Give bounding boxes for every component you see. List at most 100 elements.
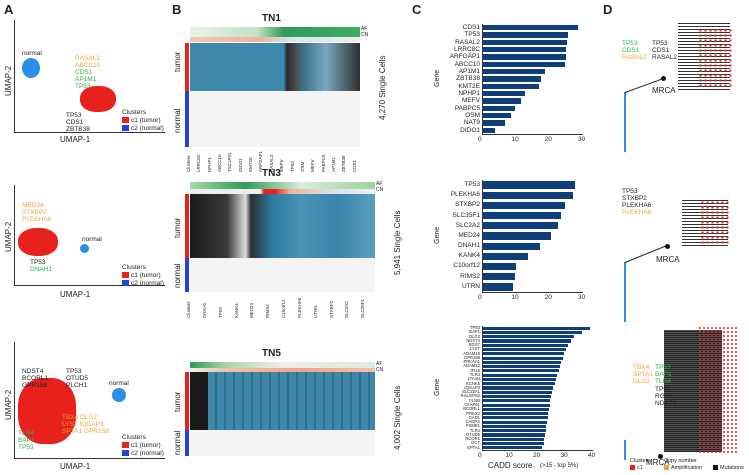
bar-category-label: PREX2 [466,410,480,416]
bar-category-label: DLG2 [469,333,480,339]
gene-label: BAP1 [18,437,35,445]
mrca-label: MRCA [656,255,680,264]
bar-category-label: LRRC8C [453,46,480,53]
root-stem [624,440,626,460]
root-stem [624,92,626,152]
normal-label: normal [173,263,182,288]
panel-b-letter: B [172,2,182,17]
bar-xtick: 0 [478,452,482,459]
panel-d-letter: D [603,2,613,17]
c1-swatch [630,465,635,471]
heatmap-gene-label: STXBP2 [328,300,334,318]
legend-c1: c1 (tumor) [131,272,161,279]
mrca-node [665,244,670,249]
heatmap-tumor-block [190,43,360,91]
normal-label: normal [82,236,102,243]
tree-tips [698,326,738,454]
bar [483,377,556,381]
bar-category-label: SLC35F1 [452,211,480,219]
gene-label: BCORL1 [22,375,49,383]
gene-label: GPR158 [22,382,47,390]
cluster-bar-tumor [185,194,189,258]
legend-c1: c1 (tumor) [131,442,161,449]
bar-category-label: CADPS [465,419,480,425]
gene-label: OTUD5 [66,375,89,383]
bar [483,382,555,386]
c1-swatch [122,442,129,449]
bar [483,420,547,424]
bar-xtick: 40 [588,452,596,459]
bar-category-label: DNAH1 [457,242,480,250]
normal-cluster [80,244,89,253]
tree-gene: RASAL2 [652,54,677,62]
bar-category-label: GPR158 [463,354,480,360]
heatmap-normal-block [190,430,375,456]
gene-label: AP1M1 [75,76,97,84]
bar-category-label: TLR4 [469,372,480,378]
bar [483,120,505,126]
bar [483,369,559,373]
heatmap-annotation-bar [190,362,375,368]
bar [483,437,545,441]
bar-category-label: BAP1 [469,329,480,335]
gene-label: DNAH1 [30,266,53,273]
legend-cn: CN [376,187,384,193]
bar-category-label: TP53 [469,325,480,330]
gene-label: NDST4 [22,368,44,375]
bar [483,343,569,347]
umap-xlabel: UMAP-1 [60,290,91,299]
normal-cluster [112,388,126,402]
heatmap-gene-label: TP53 [289,161,295,172]
heatmap-annotation-bar [190,182,375,189]
bar [483,335,574,339]
bar [483,403,550,407]
cell-count: 4,270 Single Cells [378,55,387,120]
tree-gene: TP53 [655,386,671,393]
bar [483,105,515,111]
heatmap-gene-label: KANK4 [233,303,239,318]
tumor-label: tumor [173,217,182,238]
heatmap-title: TN3 [262,168,281,179]
bar-category-label: OCT [471,440,480,446]
tree-gene: BAP1 [655,371,672,379]
bar-xtick: 0 [478,136,482,143]
heatmap-gene-label: CDS1 [351,159,357,172]
bar [483,352,565,356]
bar-category-label: TLR4 [469,427,480,433]
bar [483,330,582,334]
tree-gene: SPTA1 [633,371,654,379]
bar [483,283,513,291]
bar [483,412,549,416]
bar [483,91,525,97]
gene-label: LYST IQGAP3 [62,421,104,429]
bar-category-label: C10orf12 [453,262,480,270]
normal-label: normal [173,108,182,133]
bar-category-label: LTA4H [467,376,480,382]
root-stem [624,262,626,322]
heatmap-gene-label: OSM [299,161,305,172]
bar [483,347,566,352]
cluster-bar-tumor [185,43,189,91]
gene-label: CDS1 [75,69,93,76]
bar-category-label: NDST4 [466,337,480,343]
heatmap-gene-label: RIMS2 [265,304,271,318]
gene-label: MED24 [22,202,44,209]
bar-category-label: IQGAP3 [464,384,480,390]
normal-cluster [22,58,40,78]
c2-swatch [122,450,129,457]
bar-category-label: PSME1 [465,423,480,429]
tree-legend-mut: Mutations [720,465,744,471]
mut-swatch [713,465,718,471]
mrca-node [658,454,663,459]
bar-category-label: AP1M1 [458,68,480,75]
bar [483,339,571,343]
bar [483,429,546,433]
tree-legend-amp: Amplification [671,465,703,471]
bar-category-label: IFI16 [470,367,480,373]
bar [483,222,558,230]
bar-xtick: 0 [478,294,482,301]
umap-ylabel: UMAP-2 [4,389,13,420]
bar-xtick: 30 [578,294,586,301]
tree-tips [698,28,734,88]
legend-af: AF [376,361,383,367]
